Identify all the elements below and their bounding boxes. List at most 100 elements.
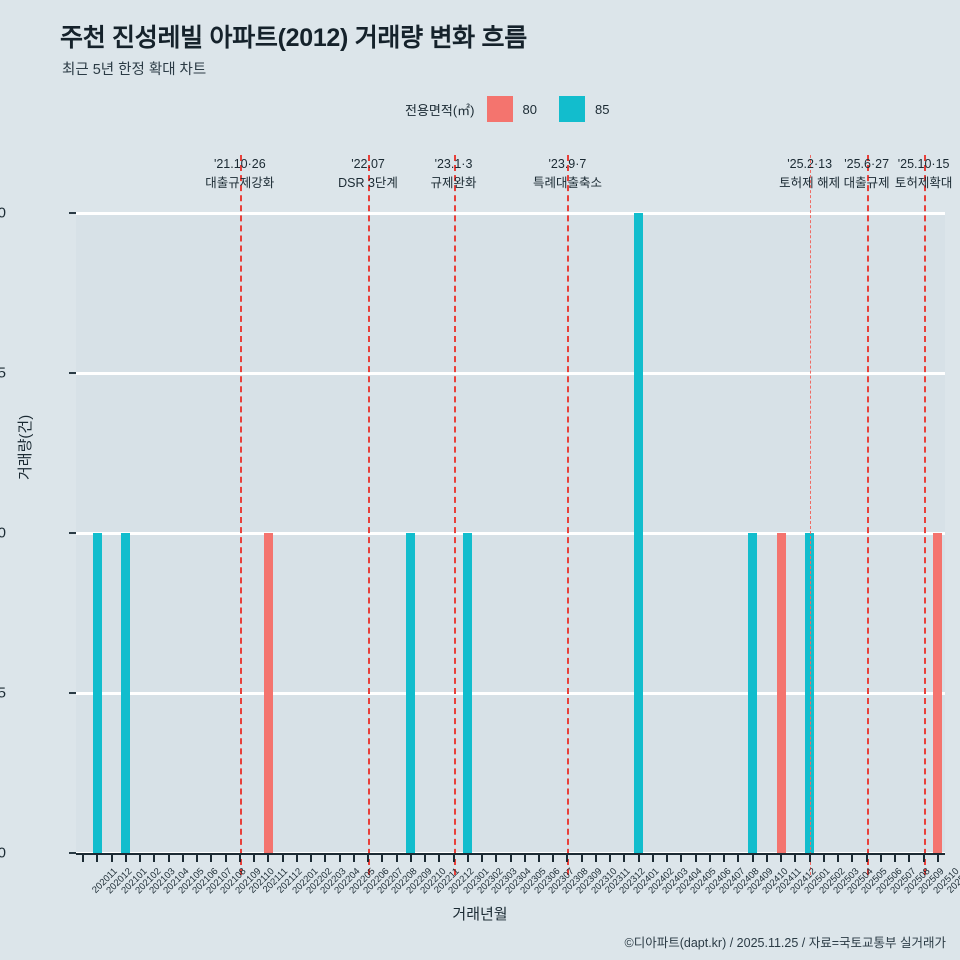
x-axis-tick-mark bbox=[338, 853, 341, 862]
x-axis-tick-mark bbox=[794, 853, 797, 862]
legend-title: 전용면적(㎡) bbox=[405, 102, 475, 118]
x-axis-tick-mark bbox=[523, 853, 526, 862]
x-axis-tick-mark bbox=[452, 853, 455, 862]
bar bbox=[463, 533, 473, 853]
annotation-text: DSR 3단계 bbox=[338, 176, 398, 191]
y-axis-tick-mark bbox=[69, 372, 76, 374]
annotation-text: 규제완화 bbox=[430, 176, 477, 191]
x-axis-tick-mark bbox=[865, 853, 868, 862]
legend-label-85: 85 bbox=[594, 101, 610, 117]
x-axis-tick-mark bbox=[566, 853, 569, 862]
x-axis-tick-mark bbox=[708, 853, 711, 862]
x-axis-tick-mark bbox=[424, 853, 427, 862]
legend-swatch-85 bbox=[558, 96, 585, 122]
x-axis-tick-mark bbox=[153, 853, 156, 862]
x-axis-tick-mark bbox=[267, 853, 270, 862]
bar bbox=[933, 533, 943, 853]
annotation-date: '21.10·26 bbox=[213, 157, 266, 171]
x-axis-tick-mark bbox=[196, 853, 199, 862]
annotation-date: '23.9·7 bbox=[548, 157, 587, 171]
y-axis-tick-label: 2.0 bbox=[0, 204, 6, 222]
annotation-line bbox=[239, 155, 242, 875]
annotation-date: '22.07 bbox=[351, 157, 385, 171]
x-axis-tick-mark bbox=[367, 853, 370, 862]
x-axis-tick-mark bbox=[466, 853, 469, 862]
x-axis-tick-mark bbox=[623, 853, 626, 862]
x-axis-tick-mark bbox=[281, 853, 284, 862]
x-axis-tick-mark bbox=[438, 853, 441, 862]
x-axis-tick-mark bbox=[481, 853, 483, 862]
gridline bbox=[76, 691, 945, 695]
bar bbox=[121, 533, 131, 853]
annotation-label: '25.6·27 대출규제 bbox=[844, 155, 890, 194]
x-axis-tick-mark bbox=[210, 853, 213, 862]
legend-label-80: 80 bbox=[522, 101, 537, 117]
gridline bbox=[76, 371, 945, 375]
annotation-text: 대출규제 bbox=[843, 176, 890, 191]
x-axis-tick-mark bbox=[694, 853, 697, 862]
x-axis-tick-mark bbox=[110, 853, 113, 862]
x-axis-tick-mark bbox=[409, 853, 412, 862]
annotation-text: 토허제 해제 bbox=[779, 176, 841, 191]
annotation-label: '21.10·26 대출규제강화 bbox=[205, 155, 274, 194]
bar bbox=[263, 533, 273, 853]
x-axis-tick-mark bbox=[651, 853, 654, 862]
x-axis-tick-mark bbox=[751, 853, 754, 862]
x-axis-tick-mark bbox=[922, 853, 925, 862]
x-axis-tick-mark bbox=[352, 853, 355, 862]
y-axis-tick-mark bbox=[69, 692, 76, 694]
x-axis-title: 거래년월 bbox=[452, 906, 508, 923]
x-axis-tick-mark bbox=[310, 853, 313, 862]
x-axis-tick-mark bbox=[737, 853, 740, 862]
x-axis-tick-mark bbox=[552, 853, 555, 862]
annotation-date: '25.10·15 bbox=[897, 157, 950, 171]
x-axis-tick-mark bbox=[908, 853, 911, 862]
gridline bbox=[76, 531, 945, 535]
x-axis-tick-mark bbox=[395, 853, 398, 862]
chart-legend: 전용면적(㎡) 80 85 bbox=[405, 96, 609, 122]
y-axis-tick-label: 0.5 bbox=[0, 684, 6, 702]
x-axis-tick-mark bbox=[580, 853, 583, 862]
x-axis-tick-mark bbox=[139, 853, 142, 862]
x-axis-tick-mark bbox=[594, 853, 597, 862]
x-axis-tick-mark bbox=[82, 853, 85, 862]
x-axis-tick-mark bbox=[879, 853, 882, 862]
chart-footer: ©디아파트(dapt.kr) / 2025.11.25 / 자료=국토교통부 실… bbox=[624, 936, 947, 950]
x-axis-tick-mark bbox=[295, 853, 298, 862]
annotation-line bbox=[866, 155, 869, 875]
plot-area bbox=[69, 155, 945, 875]
x-axis bbox=[76, 853, 945, 862]
y-axis-title: 거래량(건) bbox=[17, 414, 34, 480]
x-axis-tick-mark bbox=[324, 853, 327, 862]
x-axis-tick-mark bbox=[851, 853, 854, 862]
x-axis-tick-mark bbox=[381, 853, 384, 862]
x-axis-tick-mark bbox=[181, 853, 184, 862]
x-axis-tick-mark bbox=[495, 853, 498, 862]
annotation-label: '23.9·7 특례대출축소 bbox=[533, 155, 602, 194]
y-axis-tick-label: 0.0 bbox=[0, 844, 6, 862]
annotation-line bbox=[368, 155, 371, 875]
x-axis-tick-mark bbox=[167, 853, 170, 862]
x-axis-tick-mark bbox=[723, 853, 726, 862]
bar bbox=[634, 213, 644, 853]
bar bbox=[92, 533, 102, 853]
y-axis-tick-mark bbox=[69, 532, 76, 534]
legend-swatch-80 bbox=[486, 96, 513, 122]
x-axis-tick-mark bbox=[936, 853, 939, 862]
x-axis-tick-mark bbox=[124, 853, 127, 862]
x-axis-tick-mark bbox=[637, 853, 640, 862]
x-axis-tick-mark bbox=[253, 853, 256, 862]
x-axis-tick-mark bbox=[509, 853, 512, 862]
x-axis-tick-mark bbox=[224, 853, 227, 862]
x-axis-tick-mark bbox=[666, 853, 669, 862]
gridline bbox=[76, 211, 945, 215]
bar bbox=[406, 533, 416, 853]
bar bbox=[776, 533, 786, 853]
x-axis-tick-mark bbox=[609, 853, 612, 862]
y-axis-tick-mark bbox=[69, 212, 76, 214]
x-axis-tick-mark bbox=[680, 853, 683, 862]
annotation-label: '25.10·15 토허제확대 bbox=[895, 155, 953, 194]
annotation-date: '25.2·13 bbox=[787, 157, 833, 171]
annotation-date: '25.6·27 bbox=[844, 157, 890, 171]
